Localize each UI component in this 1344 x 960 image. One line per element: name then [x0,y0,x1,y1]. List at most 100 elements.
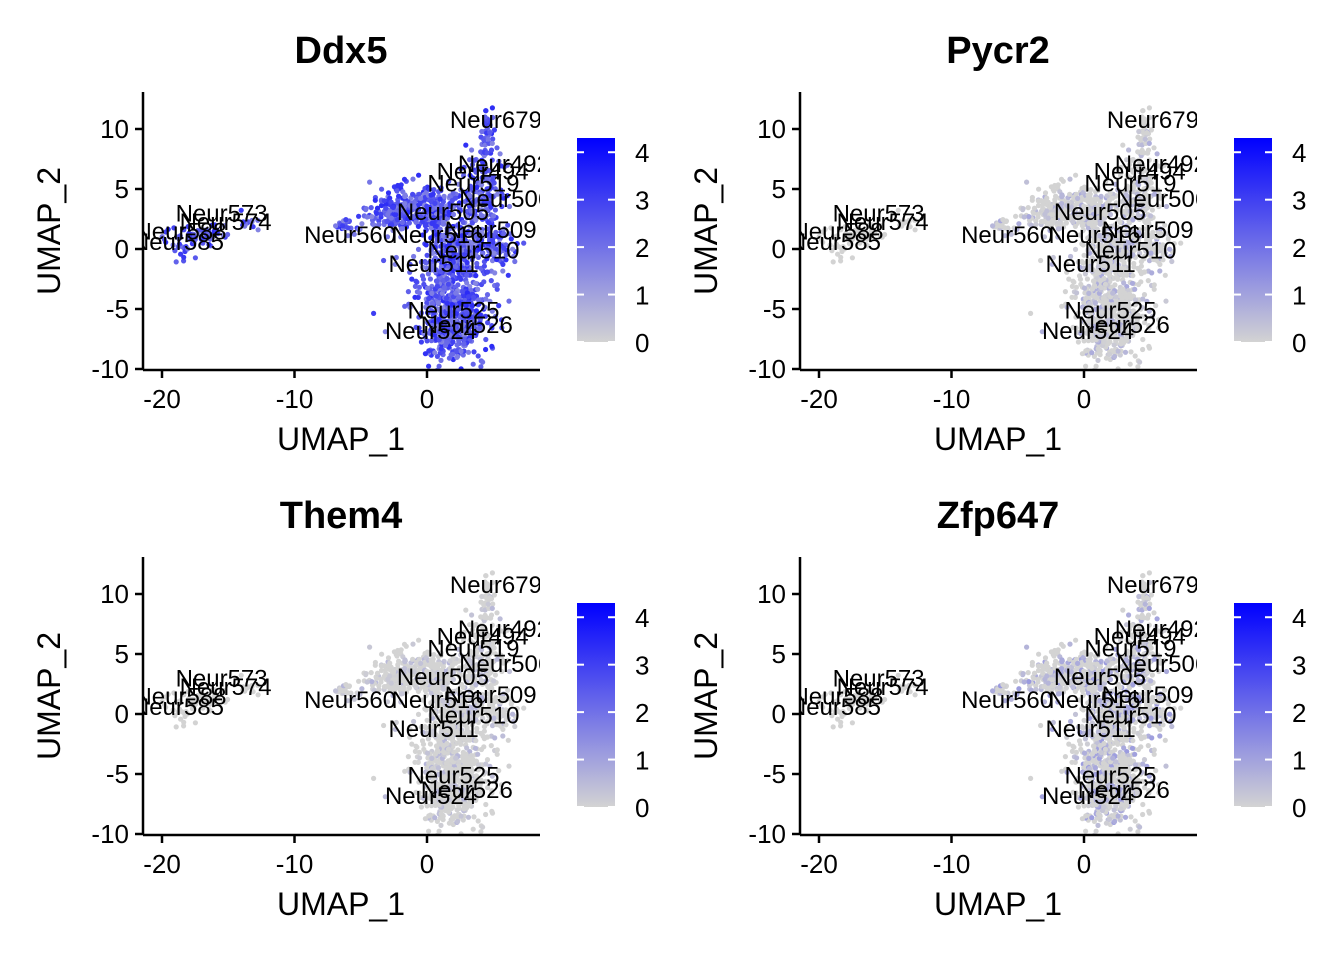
cluster-label: Neur509 [445,217,537,244]
cell-point [470,324,476,330]
cell-point [421,330,427,336]
cell-point [494,286,500,292]
cell-point [364,214,370,220]
cell-point [384,234,391,240]
cluster-label: Neur516 [392,687,484,714]
cell-point [394,217,401,223]
cell-point [456,294,462,300]
cell-point [500,195,507,201]
cell-point [1084,276,1090,282]
cell-point [392,212,398,218]
cell-point [424,750,431,756]
cell-point [473,217,479,223]
cell-point [433,293,439,299]
cell-point [1151,282,1157,288]
cell-point [385,211,391,217]
cell-point [447,250,453,256]
cell-point [469,203,475,209]
cell-point [490,243,496,249]
cell-point [1145,278,1151,284]
cell-point [438,346,444,352]
cell-point [423,216,429,222]
cell-point [479,182,485,188]
cell-point [410,191,416,197]
cell-point [1153,303,1159,309]
cell-point [1135,364,1141,370]
cell-point [469,147,475,153]
cell-point [458,187,464,193]
cell-point [238,207,244,213]
cell-point [415,246,422,252]
cell-point [422,334,428,340]
cell-point [186,233,192,239]
colorbar [1234,138,1272,342]
cell-point [211,233,217,239]
cell-point [1138,263,1144,269]
cell-point [427,186,433,192]
cell-point [431,310,437,316]
cell-point [467,232,474,238]
cell-point [413,324,419,330]
cell-point [367,179,373,185]
cell-point [458,166,464,172]
cell-point [494,747,500,753]
y-tick-label: -5 [106,294,129,324]
cell-point [489,157,495,163]
cell-point [200,240,206,246]
cell-point [450,259,456,265]
x-tick-label: -20 [143,384,181,414]
cell-point [1124,284,1130,290]
x-tick-label: -10 [276,849,314,879]
cell-point [483,296,489,302]
colorbar-tick-label: 4 [635,138,649,168]
cell-point [371,222,377,228]
cell-point [249,219,255,225]
cell-point [489,258,496,264]
feature-plot-panel-1: Ddx5Neur679Neur492Neur494Neur519Neur506N… [31,30,649,457]
cell-point [485,601,491,607]
cell-point [492,207,498,213]
cell-point [378,202,385,209]
cell-point [1042,211,1048,217]
cluster-label: Neur526 [421,312,513,339]
cell-point [474,260,480,267]
cell-point [395,647,401,654]
cell-point [432,244,438,250]
cell-point [1013,213,1019,219]
cell-point [407,304,413,310]
cell-point [394,653,400,659]
cell-point [465,349,472,355]
x-tick-label: 0 [420,384,434,414]
cell-point [447,245,453,251]
cell-point [410,214,416,220]
cell-point [436,316,442,322]
cell-point [508,236,514,242]
cell-point [401,641,408,647]
cell-point [1141,292,1148,298]
cluster-labels: Neur679Neur492Neur494Neur519Neur506Neur5… [134,107,540,345]
cluster-label: Neur588 [134,218,226,245]
feature-plot-panel-4: Zfp647Neur679Neur492Neur494Neur519Neur50… [688,495,1306,922]
cell-point [407,261,413,267]
cell-point [442,373,447,378]
cell-point [1075,310,1082,316]
cell-point [371,775,377,782]
cell-point [1117,352,1123,358]
cell-point [250,224,256,230]
cell-point [240,219,246,225]
cell-point [1089,350,1095,356]
cell-point [418,310,425,316]
cell-point [416,637,422,643]
cell-point [444,325,451,331]
cell-point [444,267,450,274]
cell-point [484,150,490,156]
cell-point [1115,348,1121,354]
cell-point [1051,188,1057,194]
cell-point [406,220,412,226]
cell-point [388,199,394,205]
cell-point [477,312,483,318]
cell-point [1064,261,1070,267]
cell-point [212,222,218,228]
cell-point [456,338,462,344]
cell-point [173,259,179,265]
